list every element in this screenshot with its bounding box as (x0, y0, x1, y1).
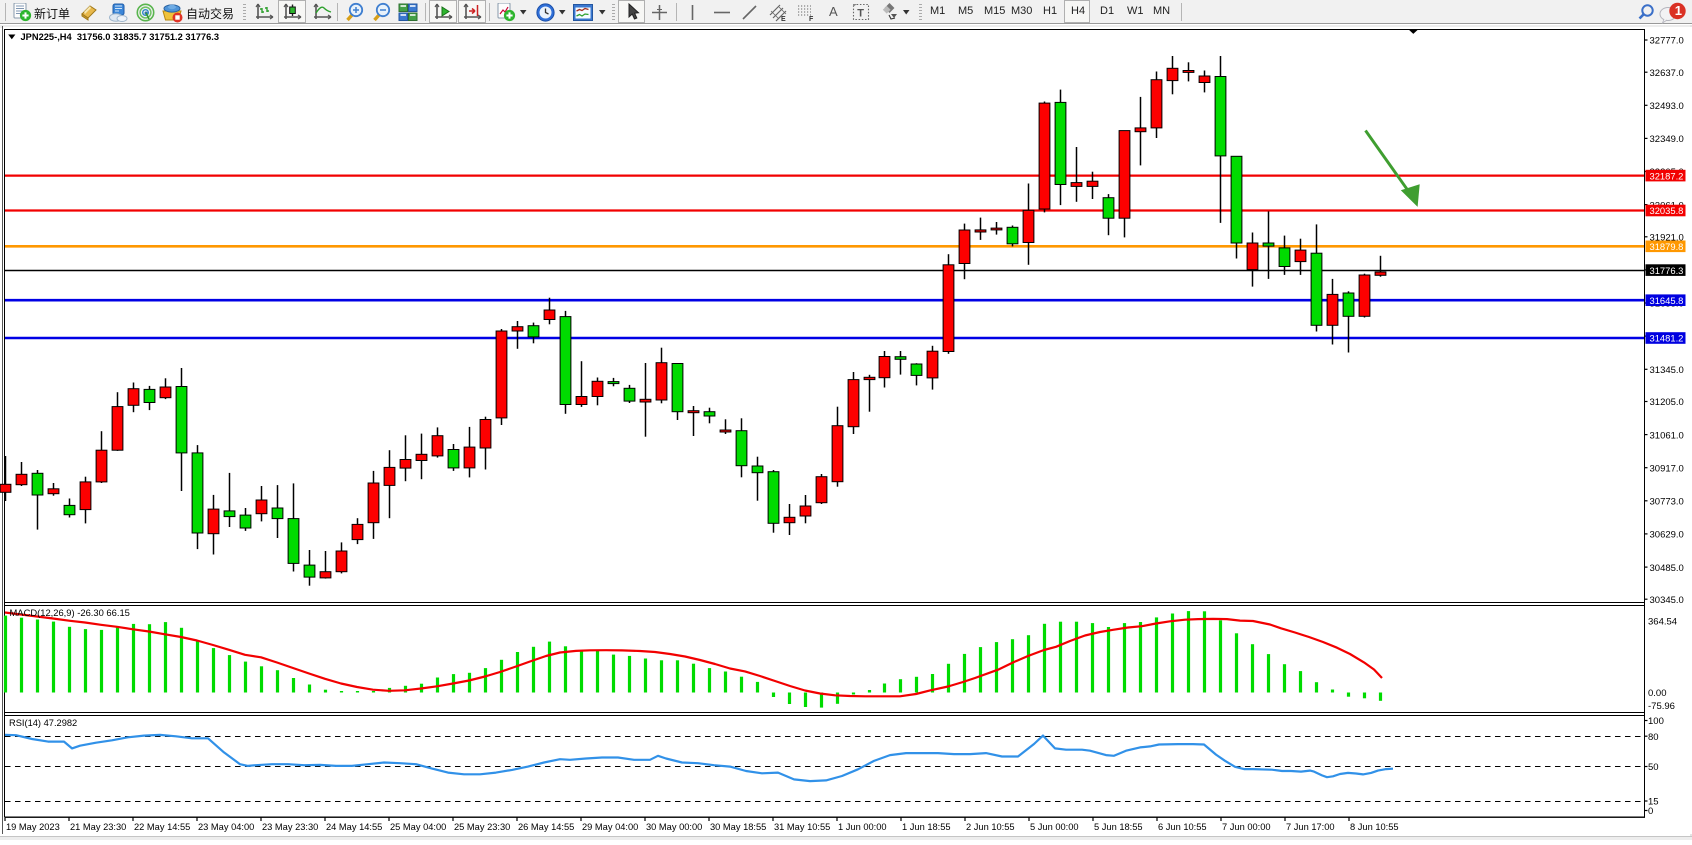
svg-text:-75.96: -75.96 (1648, 701, 1675, 712)
svg-text:24 May 14:55: 24 May 14:55 (326, 822, 382, 832)
svg-text:31776.3: 31776.3 (1650, 265, 1684, 276)
svg-text:80: 80 (1648, 732, 1659, 743)
svg-text:25 May 23:30: 25 May 23:30 (454, 822, 510, 832)
svg-text:29 May 04:00: 29 May 04:00 (582, 822, 638, 832)
svg-text:F: F (809, 16, 814, 23)
svg-text:2 Jun 10:55: 2 Jun 10:55 (966, 822, 1015, 832)
svg-text:T: T (857, 8, 864, 20)
svg-text:30 May 00:00: 30 May 00:00 (646, 822, 702, 832)
svg-text:32493.0: 32493.0 (1650, 101, 1684, 112)
svg-text:31921.0: 31921.0 (1650, 233, 1684, 244)
svg-text:32187.2: 32187.2 (1650, 170, 1684, 181)
svg-text:5 Jun 00:00: 5 Jun 00:00 (1030, 822, 1079, 832)
svg-text:5 Jun 18:55: 5 Jun 18:55 (1094, 822, 1143, 832)
svg-text:RSI(14) 47.2982: RSI(14) 47.2982 (9, 718, 77, 728)
svg-text:30485.0: 30485.0 (1650, 563, 1684, 574)
svg-text:8 Jun 10:55: 8 Jun 10:55 (1350, 822, 1399, 832)
svg-text:23 May 04:00: 23 May 04:00 (198, 822, 254, 832)
svg-text:23 May 23:30: 23 May 23:30 (262, 822, 318, 832)
svg-text:1: 1 (1675, 3, 1682, 18)
svg-text:31 May 10:55: 31 May 10:55 (774, 822, 830, 832)
svg-text:6 Jun 10:55: 6 Jun 10:55 (1158, 822, 1207, 832)
svg-text:30773.0: 30773.0 (1650, 497, 1684, 508)
svg-text:31481.2: 31481.2 (1650, 333, 1684, 344)
svg-text:15: 15 (1648, 797, 1659, 808)
svg-text:31879.8: 31879.8 (1650, 241, 1684, 252)
svg-text:31061.0: 31061.0 (1650, 430, 1684, 441)
svg-text:JPN225-,H4 31756.0 31835.7 31: JPN225-,H4 31756.0 31835.7 31751.2 31776… (21, 32, 220, 42)
svg-text:7 Jun 17:00: 7 Jun 17:00 (1286, 822, 1335, 832)
svg-text:MACD(12,26,9) -26.30 66.15: MACD(12,26,9) -26.30 66.15 (10, 607, 130, 618)
svg-text:32349.0: 32349.0 (1650, 134, 1684, 145)
svg-text:1 Jun 18:55: 1 Jun 18:55 (902, 822, 951, 832)
svg-text:21 May 23:30: 21 May 23:30 (70, 822, 126, 832)
svg-text:31645.8: 31645.8 (1650, 295, 1684, 306)
svg-text:364.54: 364.54 (1648, 617, 1677, 628)
svg-text:31205.0: 31205.0 (1650, 397, 1684, 408)
svg-text:32777.0: 32777.0 (1650, 36, 1684, 47)
svg-text:7 Jun 00:00: 7 Jun 00:00 (1222, 822, 1271, 832)
svg-text:25 May 04:00: 25 May 04:00 (390, 822, 446, 832)
svg-text:1 Jun 00:00: 1 Jun 00:00 (838, 822, 887, 832)
svg-text:30 May 18:55: 30 May 18:55 (710, 822, 766, 832)
svg-text:0: 0 (1648, 806, 1653, 817)
svg-text:50: 50 (1648, 762, 1659, 773)
svg-text:26 May 14:55: 26 May 14:55 (518, 822, 574, 832)
svg-text:E: E (781, 16, 786, 23)
svg-text:30917.0: 30917.0 (1650, 463, 1684, 474)
svg-text:22 May 14:55: 22 May 14:55 (134, 822, 190, 832)
svg-text:31345.0: 31345.0 (1650, 365, 1684, 376)
svg-text:32035.8: 32035.8 (1650, 205, 1684, 216)
svg-text:19 May 2023: 19 May 2023 (6, 822, 60, 832)
svg-text:30345.0: 30345.0 (1650, 595, 1684, 606)
svg-text:100: 100 (1648, 716, 1664, 727)
svg-text:32637.0: 32637.0 (1650, 68, 1684, 79)
svg-text:0.00: 0.00 (1648, 688, 1667, 699)
svg-text:30629.0: 30629.0 (1650, 530, 1684, 541)
